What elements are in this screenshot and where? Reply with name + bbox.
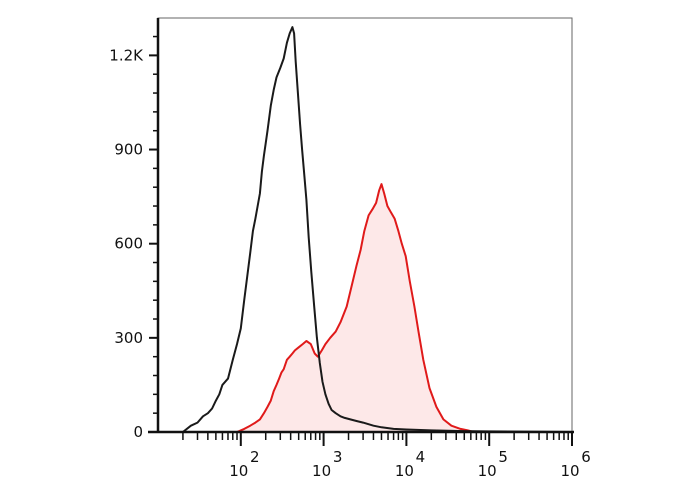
series-layer <box>182 26 573 433</box>
x-tick-label-base: 10 <box>395 462 414 480</box>
x-tick-label-exponent: 6 <box>581 448 591 466</box>
x-tick-label-exponent: 5 <box>498 448 508 466</box>
y-tick-label: 900 <box>114 141 143 159</box>
y-tick-label: 600 <box>114 235 143 253</box>
x-tick-label-base: 10 <box>312 462 331 480</box>
x-tick-label-base: 10 <box>478 462 497 480</box>
x-tick-label-exponent: 4 <box>416 448 426 466</box>
y-tick-label: 0 <box>133 423 143 441</box>
y-tick-label: 1.2K <box>109 46 144 64</box>
x-tick-label-base: 10 <box>560 462 579 480</box>
x-tick-label-exponent: 3 <box>333 448 343 466</box>
x-tick-label-base: 10 <box>229 462 248 480</box>
y-tick-label: 300 <box>114 329 143 347</box>
y-axis-ticks: 0 300 600 900 1.2K <box>109 35 158 441</box>
series-area-stained <box>237 184 474 432</box>
series-line-stained <box>236 183 474 433</box>
x-tick-label-exponent: 2 <box>250 448 260 466</box>
series-line-control <box>182 26 573 433</box>
